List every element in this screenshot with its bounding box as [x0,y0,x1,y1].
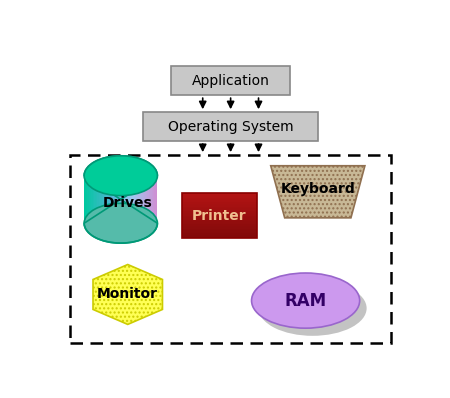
Bar [182,193,257,195]
FancyBboxPatch shape [144,112,318,141]
Bar [156,176,158,223]
Bar [182,219,257,220]
Bar [182,210,257,211]
Bar [182,226,257,227]
Bar [130,176,131,223]
Bar [182,220,257,221]
Bar [182,202,257,204]
Bar [89,176,90,223]
Bar [182,199,257,201]
Bar [112,176,113,223]
Bar [182,236,257,238]
Bar [115,176,117,223]
Bar [182,230,257,232]
Bar [111,176,112,223]
Bar [109,176,111,223]
Bar [182,208,257,210]
Bar [121,176,122,223]
Bar [182,198,257,199]
Bar [132,176,134,223]
Bar [96,176,97,223]
FancyBboxPatch shape [171,66,290,95]
Bar [122,176,124,223]
Text: Keyboard: Keyboard [280,182,355,196]
Bar [87,176,89,223]
Bar [128,176,130,223]
Bar [182,232,257,233]
Polygon shape [271,166,365,218]
Bar [135,176,137,223]
Ellipse shape [84,156,158,196]
Bar [99,176,100,223]
Bar [138,176,140,223]
Bar [154,176,156,223]
Bar [119,176,121,223]
Bar [182,216,257,217]
Bar [182,227,257,229]
Bar [182,229,257,230]
Bar [131,176,132,223]
Bar [182,233,257,235]
Bar [100,176,102,223]
Bar [137,176,138,223]
Polygon shape [84,156,158,243]
Text: Drives: Drives [103,195,153,209]
Bar [108,176,109,223]
Bar [97,176,99,223]
Bar [134,176,135,223]
Text: Monitor: Monitor [97,287,158,301]
Bar [182,196,257,198]
Bar [153,176,154,223]
Polygon shape [93,265,162,324]
Bar [182,195,257,196]
Text: Printer: Printer [192,209,247,222]
Bar [150,176,152,223]
Bar [141,176,143,223]
Bar [148,176,150,223]
Bar [91,176,93,223]
Ellipse shape [252,273,360,328]
Bar [84,176,86,223]
Bar [182,211,257,213]
Bar [126,176,128,223]
Bar [103,176,105,223]
Bar [182,213,257,214]
Bar [94,176,96,223]
Bar [143,176,144,223]
Bar [117,176,118,223]
Bar [152,176,153,223]
Bar [182,217,257,219]
Bar [182,207,257,208]
Bar [144,176,146,223]
Ellipse shape [259,281,367,336]
Ellipse shape [84,203,158,243]
Text: RAM: RAM [284,292,327,310]
Bar [182,201,257,202]
Bar [90,176,91,223]
Text: Operating System: Operating System [168,120,293,134]
Bar [182,224,257,226]
Bar [124,176,125,223]
Text: Application: Application [192,74,270,88]
Bar [105,176,106,223]
Bar [118,176,119,223]
Bar [106,176,108,223]
Bar [146,176,147,223]
Bar [182,214,257,216]
Bar [125,176,126,223]
Bar [93,176,94,223]
Bar [86,176,87,223]
Bar [140,176,141,223]
Bar [182,205,257,207]
Bar [182,204,257,205]
Bar [182,223,257,224]
Bar [102,176,103,223]
Bar [113,176,115,223]
Bar [182,235,257,236]
Bar [182,221,257,223]
Bar [147,176,148,223]
